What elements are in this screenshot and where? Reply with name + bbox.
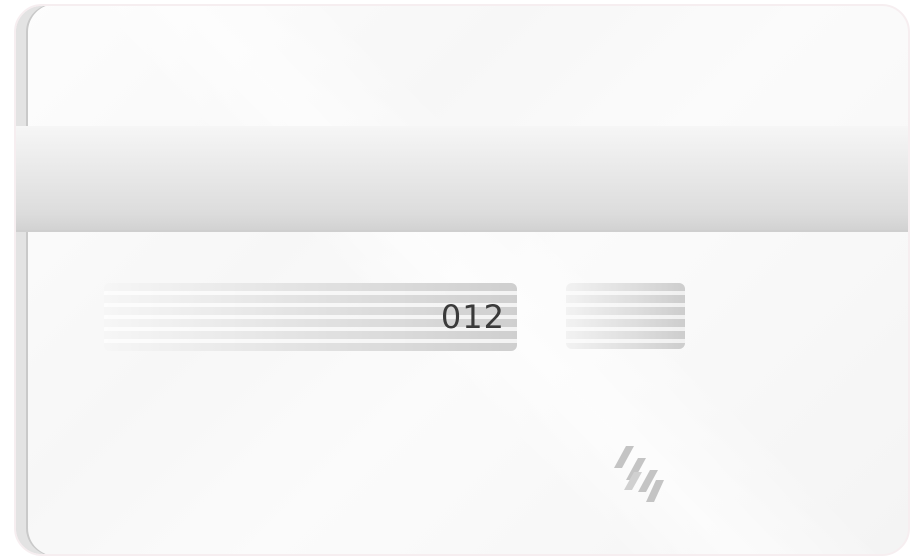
cvv-number: 012: [440, 298, 505, 336]
hologram-panel: [566, 283, 685, 349]
card-back: 012: [14, 4, 910, 556]
magnetic-stripe: [16, 126, 908, 232]
signature-panel: 012: [104, 283, 517, 351]
stripes-logo-icon: [614, 446, 664, 502]
